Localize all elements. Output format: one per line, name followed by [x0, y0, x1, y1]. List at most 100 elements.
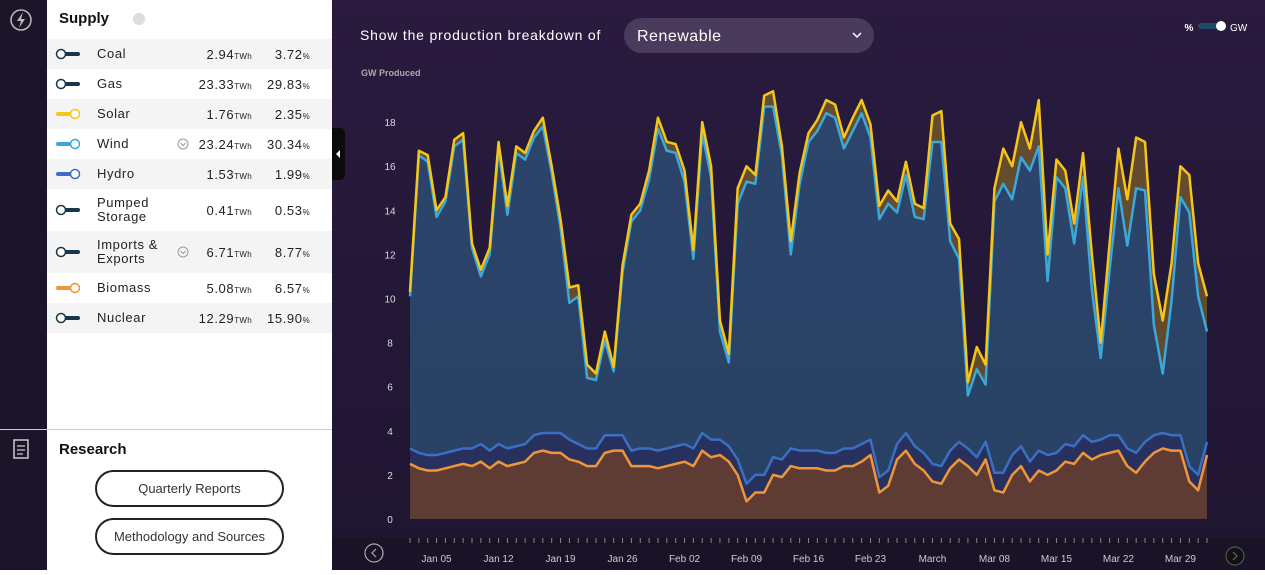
source-toggle[interactable]	[55, 312, 81, 324]
unit-percent[interactable]: %	[1185, 23, 1194, 34]
nav-strip	[0, 0, 47, 570]
share-value: 1.99	[274, 166, 303, 182]
supply-row: Pumped Storage 0.41TWh 0.53%	[47, 189, 332, 231]
info-icon[interactable]	[133, 13, 145, 25]
stack-line	[409, 447, 1209, 503]
source-toggle[interactable]	[55, 78, 81, 90]
expand-slot	[177, 138, 189, 150]
power-icon[interactable]	[10, 9, 32, 31]
source-energy: 6.71TWh	[193, 245, 252, 260]
stack-area	[410, 91, 1207, 396]
share-unit: %	[302, 51, 310, 61]
y-axis-label: GW Produced	[361, 68, 421, 78]
source-toggle[interactable]	[55, 282, 81, 294]
timeline-prev[interactable]	[364, 543, 384, 563]
energy-unit: TWh	[234, 141, 252, 151]
source-name: Biomass	[97, 280, 152, 295]
source-share: 1.99%	[252, 167, 310, 182]
timeline-next[interactable]	[1225, 546, 1245, 566]
energy-value: 23.24	[198, 136, 235, 152]
source-share: 6.57%	[252, 281, 310, 296]
expand-button[interactable]	[177, 138, 189, 150]
toggle-knob	[69, 138, 81, 150]
breakdown-dropdown[interactable]	[624, 18, 874, 53]
source-energy: 12.29TWh	[193, 311, 252, 326]
source-name: Solar	[97, 106, 131, 121]
stack-area	[410, 106, 1207, 484]
document-lines	[17, 445, 25, 455]
energy-unit: TWh	[234, 207, 252, 217]
toggle-track	[56, 172, 72, 176]
source-share: 2.35%	[252, 107, 310, 122]
divider	[0, 429, 332, 430]
share-value: 6.57	[274, 280, 303, 296]
share-value: 29.83	[267, 76, 303, 92]
source-toggle[interactable]	[55, 108, 81, 120]
x-tick-label: Mar 29	[1165, 554, 1197, 565]
source-name: Wind	[97, 136, 130, 151]
source-toggle[interactable]	[55, 246, 81, 258]
expand-slot	[175, 108, 193, 120]
x-tick-label: Jan 12	[484, 554, 514, 565]
share-value: 0.53	[274, 202, 303, 218]
x-tick-label: Mar 15	[1041, 554, 1073, 565]
energy-value: 1.76	[206, 106, 235, 122]
source-toggle[interactable]	[55, 48, 81, 60]
expand-chevron	[180, 142, 186, 147]
energy-value: 1.53	[206, 166, 235, 182]
research-title: Research	[59, 441, 127, 458]
next-arrow	[1232, 551, 1238, 561]
unit-toggle-knob	[1216, 21, 1226, 31]
toggle-track	[64, 250, 80, 254]
x-tick-label: Feb 23	[855, 554, 887, 565]
energy-value: 6.71	[206, 244, 235, 260]
y-tick-label: 8	[387, 339, 393, 350]
chart-background	[332, 0, 1265, 570]
breakdown-prompt: Show the production breakdown of	[360, 27, 601, 43]
source-energy: 0.41TWh	[193, 203, 252, 218]
unit-gw[interactable]: GW	[1230, 23, 1248, 34]
share-value: 2.35	[274, 106, 303, 122]
quarterly-reports-button[interactable]: Quarterly Reports	[95, 470, 284, 507]
source-share: 29.83%	[252, 77, 310, 92]
source-energy: 5.08TWh	[193, 281, 252, 296]
toggle-knob	[55, 48, 67, 60]
toggle-track	[64, 82, 80, 86]
source-energy: 2.94TWh	[193, 47, 252, 62]
toggle-knob	[55, 312, 67, 324]
expand-slot	[175, 168, 193, 180]
share-unit: %	[302, 315, 310, 325]
share-value: 30.34	[267, 136, 303, 152]
source-toggle[interactable]	[55, 138, 81, 150]
toggle-knob	[69, 282, 81, 294]
expand-button[interactable]	[177, 246, 189, 258]
x-tick-label: Feb 09	[731, 554, 763, 565]
share-value: 8.77	[274, 244, 303, 260]
toggle-knob	[69, 108, 81, 120]
toggle-track	[64, 208, 80, 212]
expand-slot	[175, 48, 193, 60]
source-energy: 1.76TWh	[193, 107, 252, 122]
energy-value: 23.33	[198, 76, 235, 92]
expand-slot	[177, 246, 189, 258]
source-name: Nuclear	[97, 310, 146, 325]
source-share: 15.90%	[252, 311, 310, 326]
toggle-knob	[69, 168, 81, 180]
supply-rows: Coal 2.94TWh 3.72% Gas 23.33TWh 29.83% Solar 1.…	[47, 39, 332, 333]
x-tick-label: Jan 26	[608, 554, 638, 565]
supply-row: Hydro 1.53TWh 1.99%	[47, 159, 332, 189]
collapse-arrow	[336, 150, 340, 158]
expand-slot	[175, 78, 193, 90]
source-toggle[interactable]	[55, 168, 81, 180]
methodology-button[interactable]: Methodology and Sources	[95, 518, 284, 555]
expand-slot	[175, 282, 193, 294]
energy-unit: TWh	[234, 111, 252, 121]
source-toggle[interactable]	[55, 204, 81, 216]
document-icon[interactable]	[13, 439, 29, 459]
stack-area	[410, 448, 1207, 519]
share-unit: %	[302, 207, 310, 217]
supply-row: Solar 1.76TWh 2.35%	[47, 99, 332, 129]
source-name: Imports & Exports	[97, 237, 159, 266]
